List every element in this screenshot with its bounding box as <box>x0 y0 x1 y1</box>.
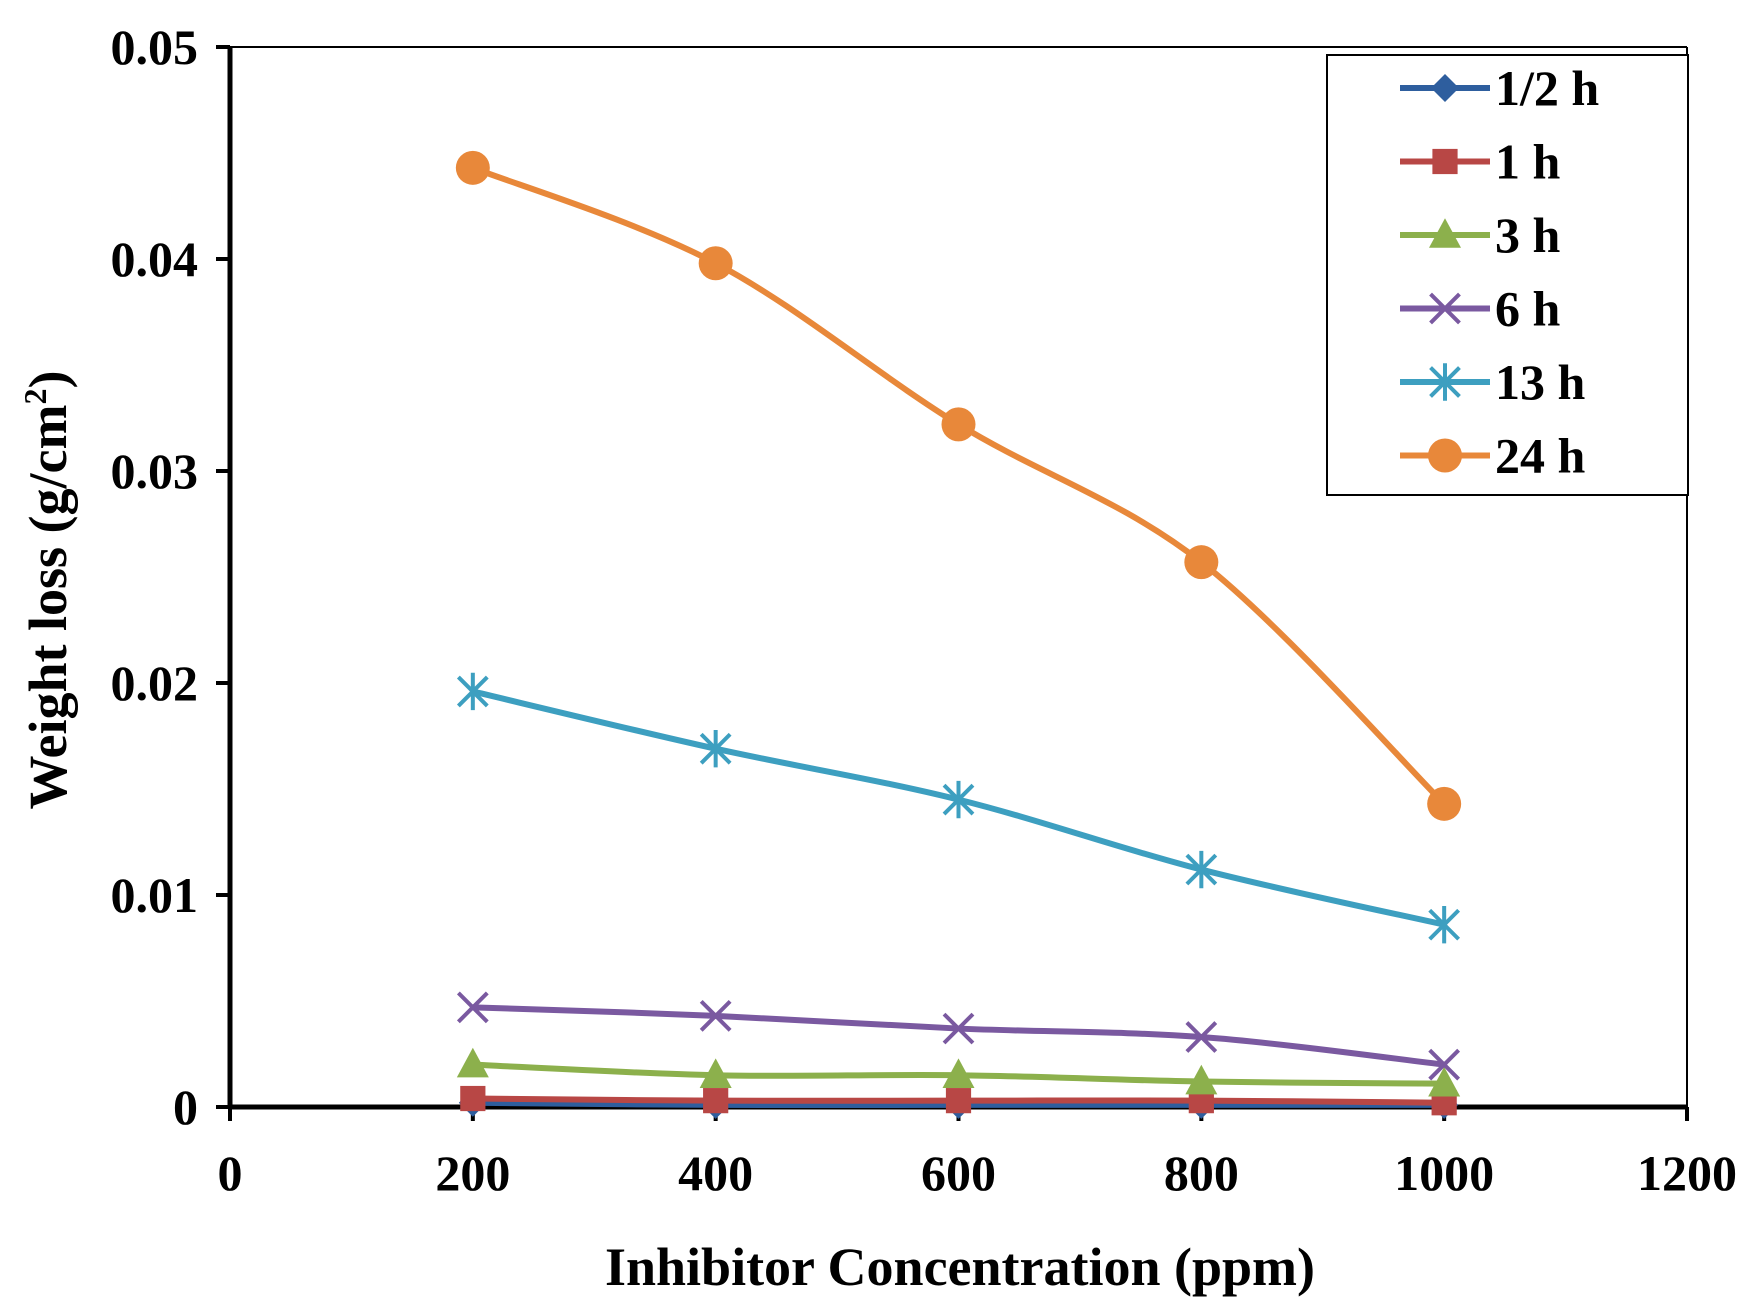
data-point <box>945 1088 972 1114</box>
legend-box <box>1326 54 1689 496</box>
y-axis-title: Weight loss (g/cm2) <box>17 371 78 810</box>
y-tick-label: 0.01 <box>111 867 199 923</box>
data-point <box>1185 1021 1218 1053</box>
x-tick-label: 400 <box>678 1145 753 1201</box>
data-point <box>942 1058 975 1088</box>
x-axis-title: Inhibitor Concentration (ppm) <box>605 1237 1315 1297</box>
data-point <box>456 1047 489 1078</box>
data-point <box>1185 1064 1218 1095</box>
data-point <box>942 780 975 819</box>
x-tick-label: 1000 <box>1394 1145 1494 1201</box>
legend-marker <box>1428 438 1462 473</box>
legend-item: 6 h <box>1400 281 1561 337</box>
data-point <box>698 246 733 281</box>
series-13-h <box>456 672 1461 944</box>
legend-label: 3 h <box>1495 207 1561 263</box>
y-axis-title-main: Weight loss (g/cm <box>18 404 78 809</box>
y-tick-label: 0.02 <box>111 655 199 711</box>
y-tick-label: 0.03 <box>111 443 199 499</box>
legend-marker <box>1429 218 1461 248</box>
data-point <box>941 407 976 442</box>
series-line <box>469 1004 1448 1068</box>
legend: 1/2 h 1 h 3 h 6 h 13 h 24 h <box>1326 54 1689 496</box>
data-point <box>1185 850 1218 889</box>
data-point <box>1428 1066 1461 1097</box>
series-line <box>469 164 1448 807</box>
data-point <box>1184 545 1219 580</box>
y-axis-title-close: ) <box>18 371 78 389</box>
x-tick-label: 800 <box>1164 1145 1239 1201</box>
legend-item: 24 h <box>1400 428 1586 484</box>
legend-marker <box>1432 148 1458 175</box>
legend-item: 1/2 h <box>1400 60 1599 116</box>
series-24-h <box>455 150 1462 821</box>
data-point <box>703 1088 729 1114</box>
data-point <box>699 1058 732 1088</box>
data-point <box>456 991 489 1024</box>
data-point <box>699 730 732 768</box>
legend-label: 13 h <box>1495 354 1586 410</box>
legend-label: 1/2 h <box>1495 60 1599 116</box>
series-3-h <box>456 1047 1461 1097</box>
data-point <box>455 150 490 185</box>
x-axis: 0 200 400 600 800 1000 1200 <box>218 1104 1737 1201</box>
x-tick-label: 1200 <box>1637 1145 1737 1201</box>
legend-marker <box>1431 74 1459 102</box>
legend-label: 6 h <box>1495 281 1561 337</box>
y-tick-label: 0.04 <box>111 231 199 287</box>
x-tick-label: 600 <box>921 1145 996 1201</box>
legend-item: 3 h <box>1400 207 1561 263</box>
series-1-h <box>460 1085 1457 1116</box>
data-point <box>699 999 732 1032</box>
data-point <box>456 672 489 711</box>
data-point <box>1427 786 1462 821</box>
data-point <box>1428 905 1461 944</box>
legend-label: 24 h <box>1495 428 1586 484</box>
y-axis-title-superscript: 2 <box>17 389 53 405</box>
data-point <box>1428 1048 1461 1081</box>
x-tick-label: 0 <box>218 1145 243 1201</box>
x-tick-label: 200 <box>435 1145 510 1201</box>
series-layer <box>455 150 1462 1119</box>
data-point <box>942 1012 975 1045</box>
y-tick-label: 0.05 <box>111 19 199 75</box>
legend-item: 13 h <box>1400 354 1586 410</box>
y-axis: 0 0.01 0.02 0.03 0.04 0.05 <box>111 19 233 1135</box>
y-tick-label: 0 <box>173 1079 198 1135</box>
legend-label: 1 h <box>1495 134 1561 190</box>
data-point <box>460 1085 486 1112</box>
legend-marker <box>1429 363 1461 401</box>
legend-item: 1 h <box>1400 134 1561 190</box>
series-6-h <box>456 991 1461 1081</box>
legend-marker <box>1429 292 1461 325</box>
